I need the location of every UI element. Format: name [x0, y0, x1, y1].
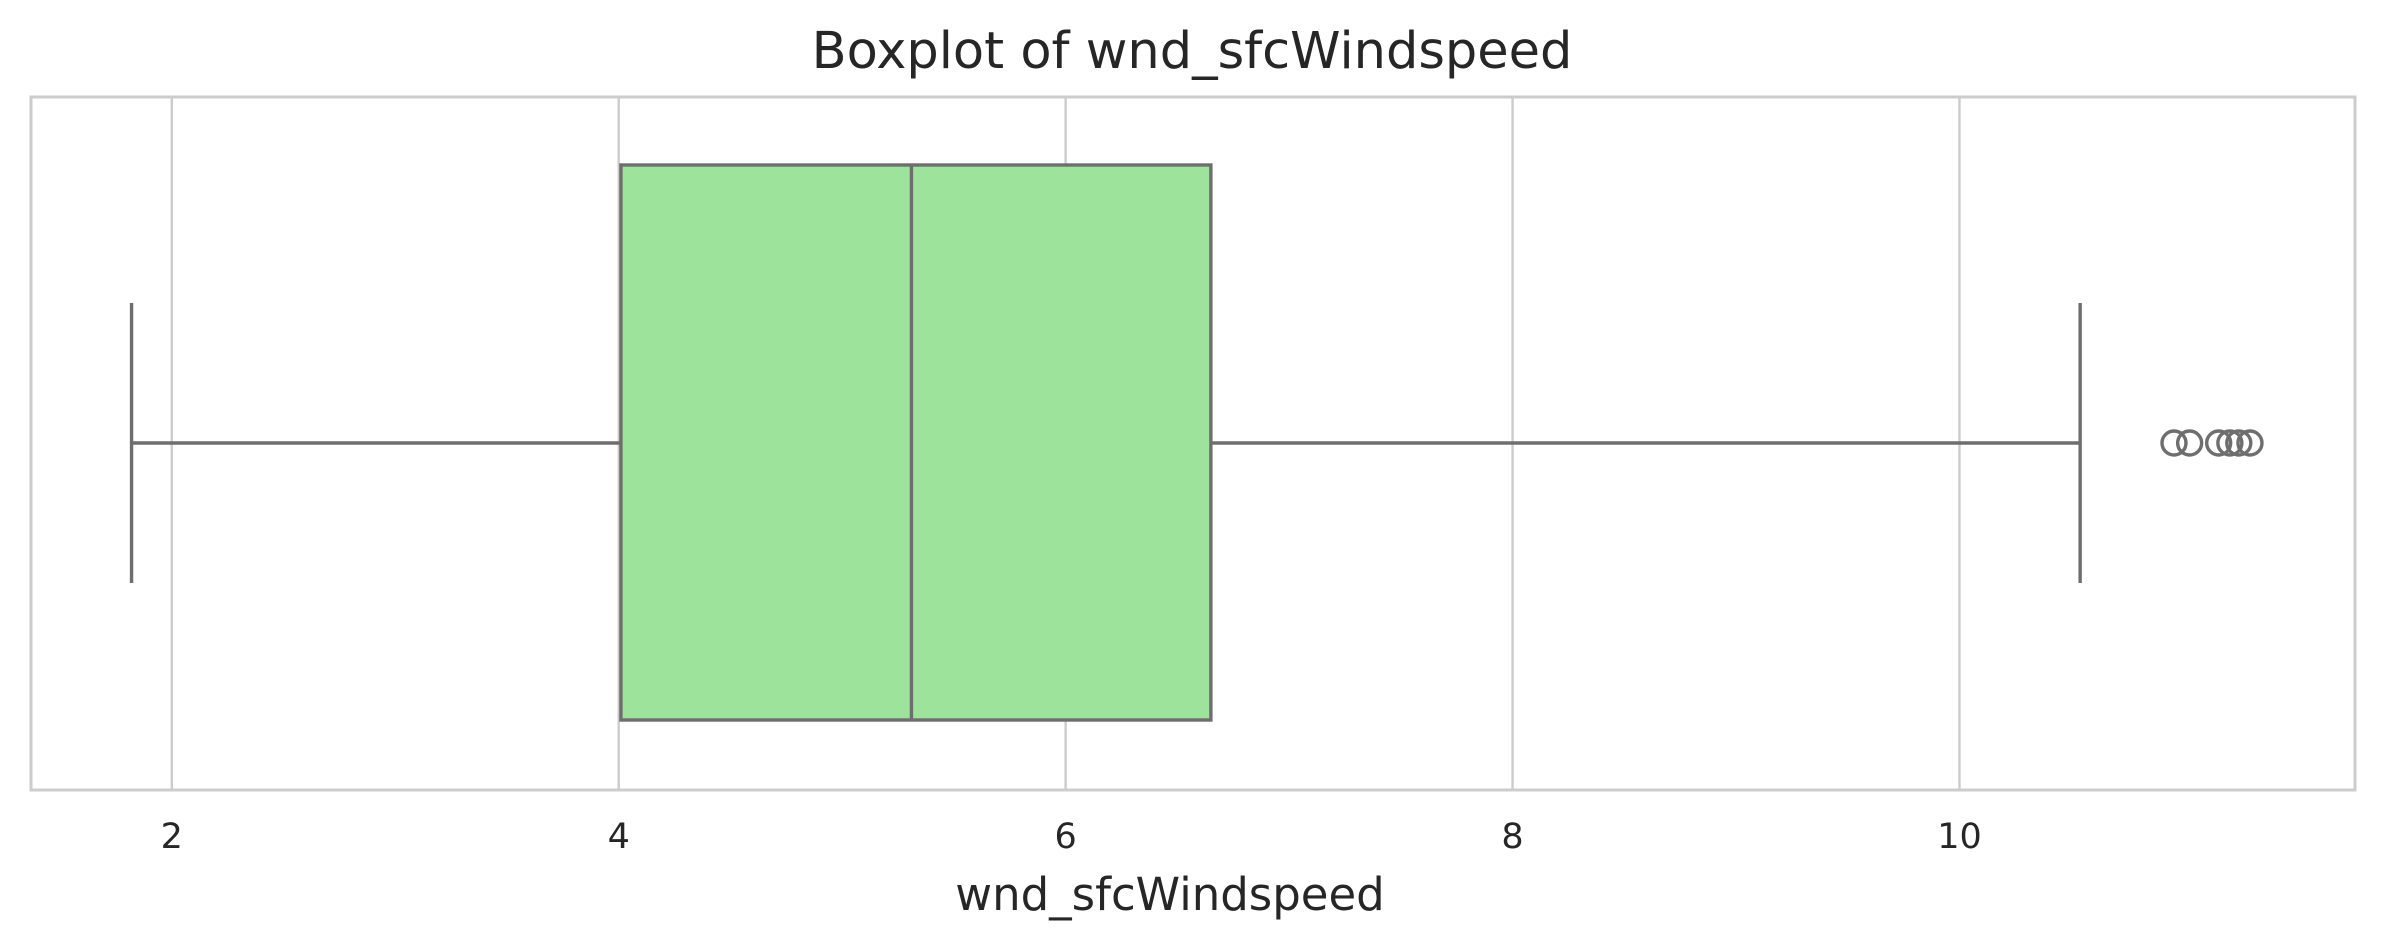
- outlier-point: [2204, 429, 2233, 457]
- x-tick-label: 10: [1937, 817, 1982, 857]
- interquartile-box: [619, 163, 1213, 722]
- outlier-point: [2160, 429, 2188, 457]
- outlier-point: [2225, 429, 2253, 457]
- x-axis-label: wnd_sfcWindspeed: [955, 868, 1384, 921]
- x-tick-label: 2: [161, 817, 183, 857]
- plot-frame: [29, 95, 2357, 792]
- boxplot: [129, 163, 2264, 722]
- outlier-point: [2175, 429, 2204, 457]
- x-axis-ticks: 2 4 6 8 10: [161, 817, 1982, 857]
- x-tick-label: 8: [1501, 817, 1523, 857]
- outlier-point: [2216, 429, 2244, 457]
- x-tick-label: 4: [608, 817, 630, 857]
- outlier-point: [2236, 429, 2264, 457]
- chart-title: Boxplot of wnd_sfcWindspeed: [812, 22, 1573, 81]
- x-tick-label: 6: [1054, 817, 1076, 857]
